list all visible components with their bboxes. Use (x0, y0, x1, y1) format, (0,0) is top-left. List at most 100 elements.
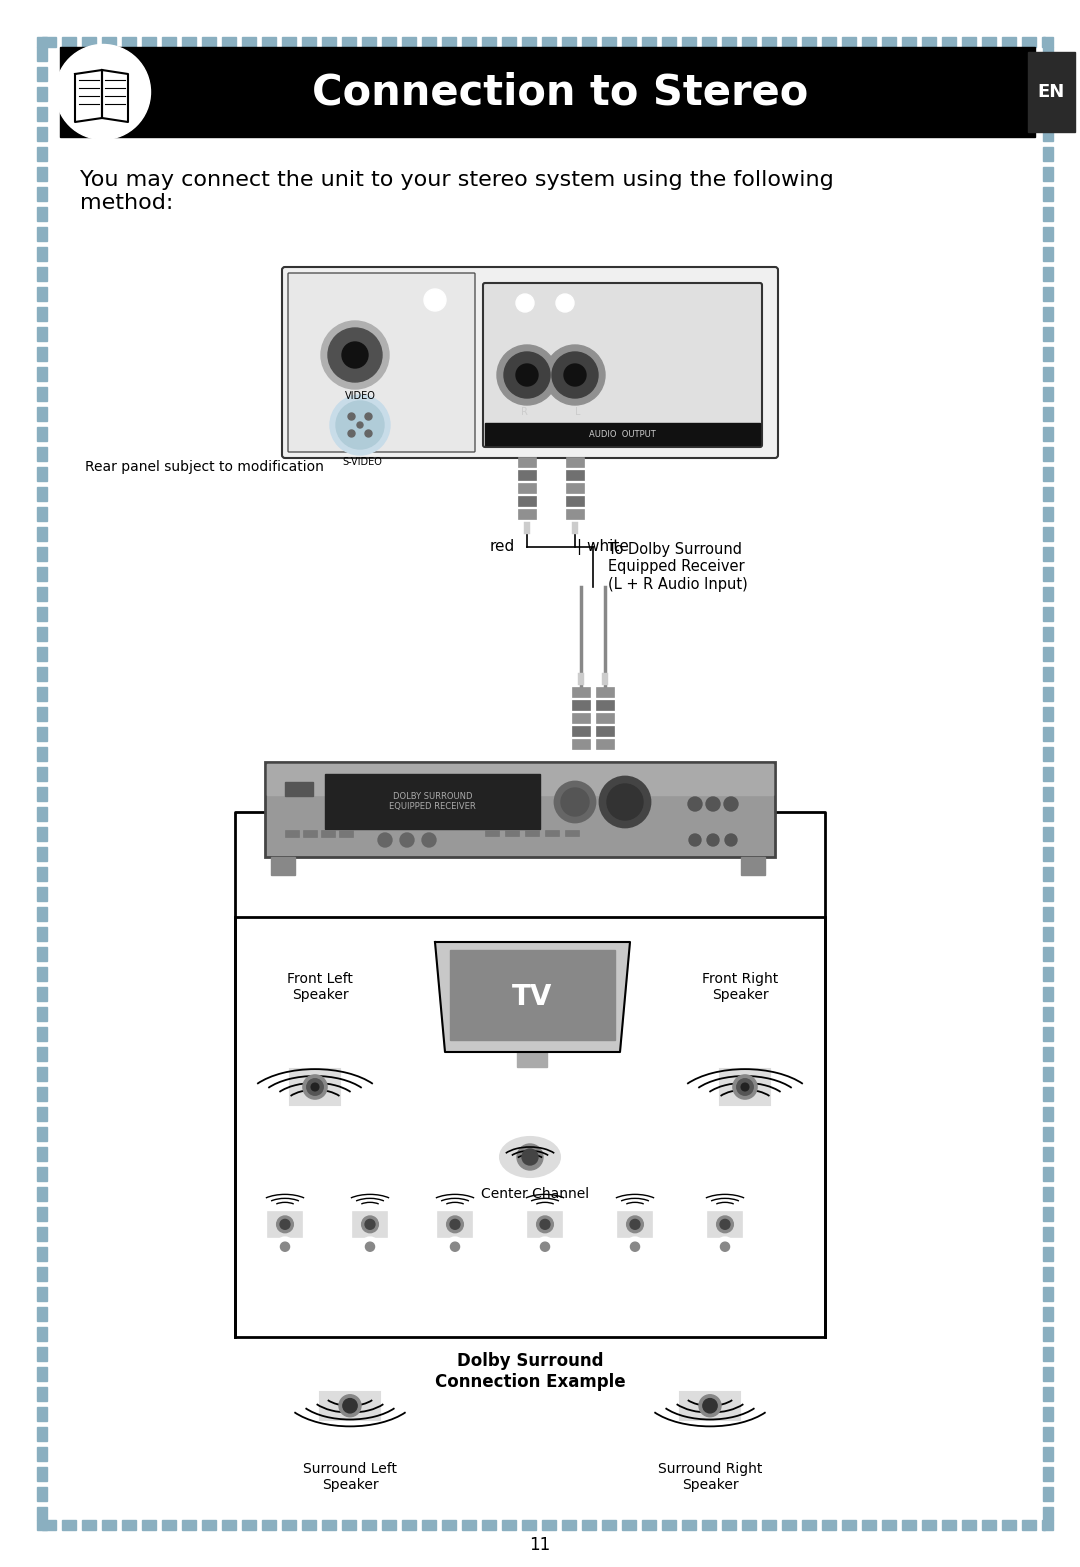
Bar (1043, 407, 1053, 422)
Bar (42, 1520, 56, 1529)
Bar (762, 1520, 777, 1529)
Circle shape (631, 1243, 639, 1252)
Bar (720, 1069, 770, 1105)
Bar (1043, 1287, 1053, 1301)
Text: S-VIDEO: S-VIDEO (342, 458, 382, 467)
Circle shape (716, 1238, 734, 1257)
Bar (485, 831, 499, 837)
Bar (566, 483, 584, 494)
Bar (402, 38, 416, 47)
Bar (339, 831, 353, 837)
Bar (518, 497, 536, 506)
Bar (37, 1428, 48, 1442)
Circle shape (497, 345, 557, 404)
Bar (1043, 1428, 1053, 1442)
Bar (1043, 1327, 1053, 1341)
Bar (681, 38, 696, 47)
Bar (37, 1227, 48, 1241)
Bar (622, 1520, 636, 1529)
Bar (562, 1520, 576, 1529)
Circle shape (446, 1238, 464, 1257)
Bar (762, 38, 777, 47)
Bar (37, 1520, 48, 1529)
Bar (37, 1026, 48, 1040)
Bar (1043, 487, 1053, 501)
Bar (707, 1211, 742, 1236)
Circle shape (400, 834, 414, 848)
Bar (1043, 848, 1053, 860)
Bar (162, 1520, 176, 1529)
Bar (1043, 1487, 1053, 1501)
Circle shape (307, 1078, 323, 1095)
Bar (1043, 287, 1053, 301)
Bar (37, 1287, 48, 1301)
Bar (782, 1520, 796, 1529)
Bar (102, 38, 116, 47)
Bar (285, 782, 313, 796)
Circle shape (536, 1238, 554, 1257)
Bar (723, 1520, 735, 1529)
Bar (37, 248, 48, 262)
Circle shape (365, 414, 372, 420)
Bar (450, 950, 615, 1040)
Circle shape (357, 422, 363, 428)
Bar (1043, 747, 1053, 762)
Bar (37, 1348, 48, 1362)
Bar (37, 1127, 48, 1141)
Bar (1043, 967, 1053, 981)
Bar (1043, 67, 1053, 81)
Circle shape (365, 429, 372, 437)
Bar (1043, 1106, 1053, 1120)
Bar (342, 1520, 356, 1529)
Bar (302, 38, 316, 47)
Bar (982, 1520, 996, 1529)
Bar (442, 1520, 456, 1529)
Bar (1043, 588, 1053, 602)
Bar (422, 38, 436, 47)
Bar (642, 1520, 656, 1529)
Bar (37, 426, 48, 440)
Bar (822, 1520, 836, 1529)
Bar (1043, 627, 1053, 641)
Bar (37, 1327, 48, 1341)
Bar (37, 1147, 48, 1161)
Bar (1043, 1047, 1053, 1061)
Bar (562, 38, 576, 47)
Bar (402, 1520, 416, 1529)
Circle shape (630, 1219, 640, 1229)
Circle shape (552, 353, 598, 398)
Bar (1043, 527, 1053, 541)
Bar (542, 38, 556, 47)
Bar (1043, 227, 1053, 241)
Text: Surround Left
Speaker: Surround Left Speaker (303, 1462, 397, 1492)
Bar (1043, 867, 1053, 881)
Bar (62, 1520, 76, 1529)
Bar (37, 547, 48, 561)
Bar (37, 487, 48, 501)
Circle shape (450, 1219, 460, 1229)
Bar (37, 467, 48, 481)
Bar (37, 147, 48, 161)
Bar (545, 831, 559, 837)
Bar (37, 227, 48, 241)
Bar (320, 1391, 380, 1420)
Bar (1043, 606, 1053, 621)
Text: Front Left
Speaker: Front Left Speaker (287, 972, 353, 1003)
Bar (1043, 1387, 1053, 1401)
Bar (528, 1211, 562, 1236)
Bar (882, 38, 896, 47)
Bar (942, 1520, 956, 1529)
Bar (572, 686, 590, 697)
Bar (1043, 1268, 1053, 1280)
Bar (922, 1520, 936, 1529)
Bar (1043, 508, 1053, 520)
Bar (482, 38, 496, 47)
Bar (235, 917, 825, 1337)
Bar (382, 1520, 396, 1529)
Bar (37, 907, 48, 921)
Bar (596, 686, 615, 697)
Bar (37, 1446, 48, 1460)
Ellipse shape (55, 44, 150, 139)
Bar (37, 107, 48, 121)
FancyBboxPatch shape (288, 273, 475, 451)
